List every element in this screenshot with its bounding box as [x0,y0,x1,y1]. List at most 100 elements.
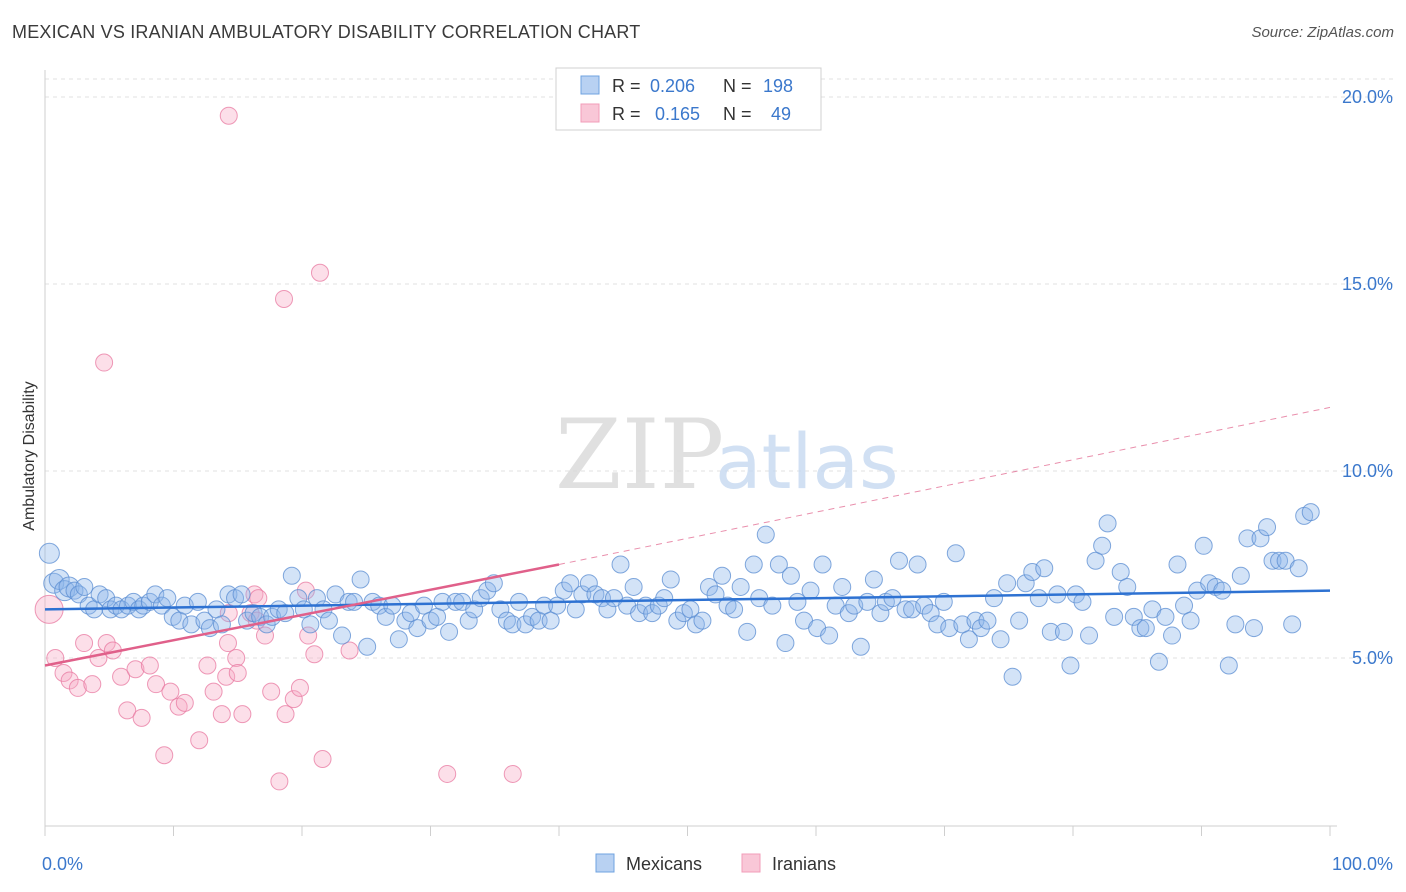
iranians-point-46 [296,581,315,600]
mexicans-point-191 [1226,615,1245,634]
mexicans-point-94 [611,555,630,574]
legend-r-label-iranians: R = [612,104,641,124]
mexicans-point-184 [1181,611,1200,630]
bottom-legend-swatch-mexicans [595,853,615,873]
legend-r-label-mexicans: R = [612,76,641,96]
mexicans-point-194 [1244,619,1263,638]
mexicans-point-42 [282,566,301,585]
iranians-point-37 [305,645,324,664]
mexicans-point-179 [1149,652,1168,671]
mexicans-point-203 [1301,503,1320,522]
iranians-point-4 [68,678,87,697]
mexicans-point-162 [1041,622,1060,641]
iranians-point-6 [83,675,102,694]
mexicans-point-86 [561,574,580,593]
mexicans-point-89 [579,574,598,593]
bottom-legend: Mexicans Iranians [595,853,836,874]
mexicans-point-63 [414,596,433,615]
mexicans-point-45 [301,615,320,634]
y-tick-label-1: 10.0% [1342,461,1393,481]
iranians-point-20 [95,353,114,372]
legend-n-label-mexicans: N = [723,76,752,96]
mexicans-point-96 [624,577,643,596]
mexicans-point-0 [38,542,60,564]
mexicans-point-114 [738,622,757,641]
top-legend-box [555,67,822,131]
x-tick-label-0: 0.0% [42,854,83,874]
mexicans-point-180 [1156,607,1175,626]
mexicans-point-101 [655,589,674,608]
iranians-point-21 [190,731,209,750]
iranians-point-10 [112,667,131,686]
iranians-point-11 [118,701,137,720]
mexicans-point-119 [769,555,788,574]
mexicans-point-192 [1231,566,1250,585]
mexicans-point-31 [212,615,231,634]
mexicans-point-164 [1054,622,1073,641]
mexicans-point-154 [991,630,1010,649]
mexicans-point-110 [713,566,732,585]
mexicans-point-97 [630,604,649,623]
watermark: ZIP atlas [555,399,899,511]
mexicans-point-115 [744,555,763,574]
mexicans-point-71 [465,600,484,619]
iranians-point-40 [217,667,236,686]
trend-lines [44,406,1331,667]
y-tick-label-0: 5.0% [1352,648,1393,668]
legend-n-value-mexicans: 198 [763,76,793,96]
mexicans-point-144 [928,615,947,634]
iranians-point-36 [299,626,318,645]
mexicans-point-99 [643,604,662,623]
mexicans-point-75 [491,600,510,619]
iranians-point-14 [140,656,159,675]
mexicans-point-3 [54,580,76,602]
mexicans-point-182 [1168,555,1187,574]
mexicans-point-149 [959,630,978,649]
iranians-point-35 [290,678,309,697]
mexicans-point-22 [158,589,177,608]
mexicans-point-84 [548,596,567,615]
mexicans-point-120 [776,634,795,653]
mexicans-point-70 [459,611,478,630]
legend-r-value-iranians: 0.165 [655,104,700,124]
watermark-atlas: atlas [715,417,899,506]
mexicans-point-176 [1131,619,1150,638]
mexicans-point-107 [693,611,712,630]
y-tick-labels: 5.0% 10.0% 15.0% 20.0% [1342,87,1393,668]
mexicans-point-117 [756,525,775,544]
iranians-point-24 [212,705,231,724]
watermark-zip: ZIP [555,399,724,511]
mexicans-point-88 [573,585,592,604]
mexicans-trend-line [44,589,1331,611]
legend-swatch-iranians [580,103,600,123]
legend-n-value-iranians: 49 [771,104,791,124]
mexicans-point-135 [871,604,890,623]
mexicans-point-83 [541,611,560,630]
iranians-point-27 [233,705,252,724]
iranians-point-8 [97,634,116,653]
mexicans-point-112 [725,600,744,619]
iranians-point-23 [204,682,223,701]
mexicans-point-143 [921,604,940,623]
axes [44,70,1337,836]
iranians-points [34,106,522,791]
mexicans-points [38,503,1320,686]
x-tick-labels: 0.0% 100.0% [42,854,1393,874]
legend-swatch-mexicans [580,75,600,95]
mexicans-point-151 [971,619,990,638]
iranians-point-50 [503,764,522,783]
mexicans-point-153 [985,589,1004,608]
mexicans-point-167 [1073,592,1092,611]
iranians-point-45 [249,589,268,608]
mexicans-point-77 [503,615,522,634]
mexicans-point-50 [333,626,352,645]
bottom-legend-swatch-iranians [741,853,761,873]
top-legend: R = 0.206 N = 198 R = 0.165 N = 49 [555,67,822,131]
mexicans-point-173 [1111,562,1130,581]
iranians-point-19 [175,693,194,712]
mexicans-point-152 [978,611,997,630]
mexicans-point-156 [1003,667,1022,686]
mexicans-point-121 [781,566,800,585]
